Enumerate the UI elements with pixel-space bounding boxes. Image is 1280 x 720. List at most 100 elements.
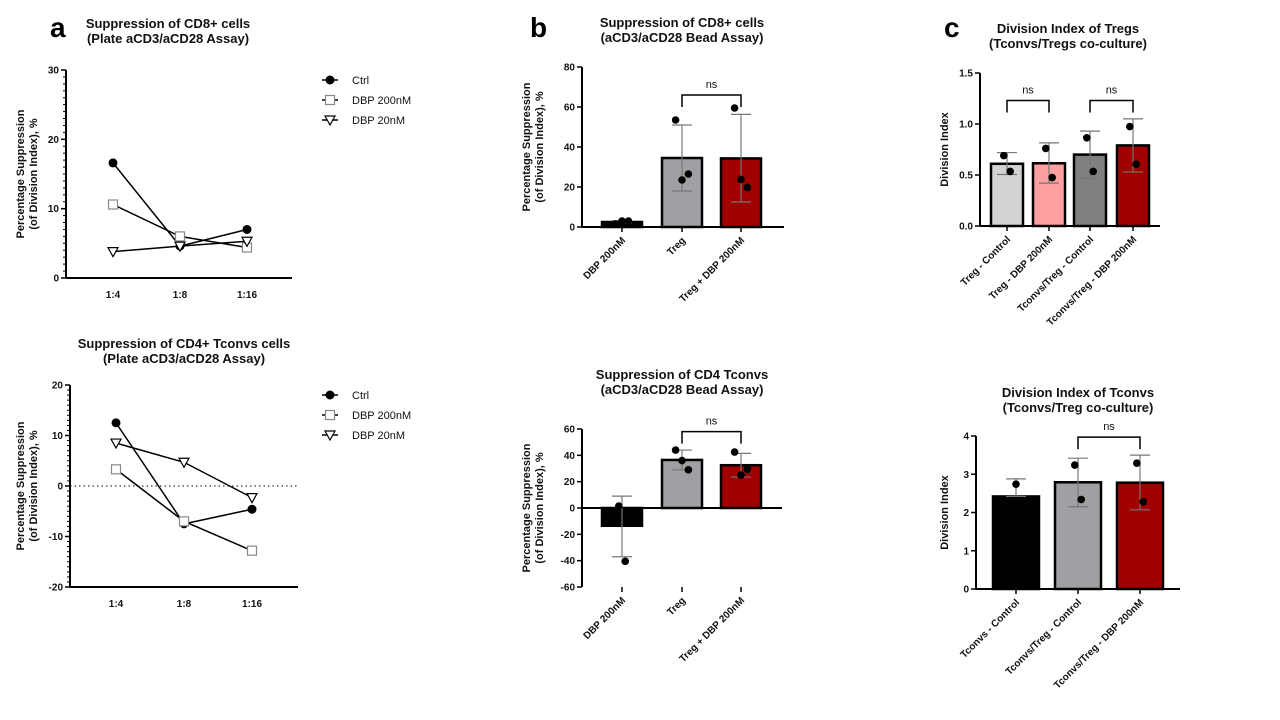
panel-letter-a: a (50, 12, 66, 43)
significance-label: ns (706, 79, 718, 91)
y-axis-label-line: Percentage Suppression (521, 443, 533, 572)
marker-dbp200 (174, 231, 186, 242)
significance-label: ns (1106, 85, 1118, 97)
legend-label: Ctrl (352, 390, 369, 402)
y-tick-label: 1.5 (959, 69, 973, 80)
data-point (671, 116, 680, 124)
significance-bracket (1089, 99, 1134, 113)
chart-title: (Plate aCD3/aCD28 Assay) (87, 31, 249, 46)
x-tick-label: Treg (665, 595, 688, 618)
y-tick-label: 4 (963, 432, 969, 443)
data-point (1006, 167, 1014, 176)
significance-label: ns (706, 416, 718, 428)
y-tick-label: 0 (963, 585, 969, 596)
bar-chart-c1: Division Index of Tregs(Tconvs/Tregs co-… (939, 21, 1160, 328)
y-axis-label-line: Percentage Suppression (521, 82, 533, 211)
data-point (1012, 480, 1020, 488)
y-tick-label: 0 (57, 482, 63, 493)
y-axis-label-line: Division Index (939, 111, 951, 186)
x-tick-label: Treg + DBP 200nM (678, 595, 748, 665)
line-chart-a1: Suppression of CD8+ cells(Plate aCD3/aCD… (15, 16, 411, 301)
data-point (743, 465, 752, 473)
y-tick-label: 0.0 (959, 222, 973, 233)
marker-dbp20 (323, 430, 337, 442)
marker-ctrl (247, 504, 257, 514)
panel-letter-b: b (530, 12, 547, 43)
y-axis-label: Percentage Suppression(of Division Index… (521, 443, 546, 572)
x-tick-label: DBP 200nM (582, 595, 629, 642)
y-tick-label: -20 (49, 583, 64, 594)
marker-ctrl (325, 390, 335, 400)
x-tick-label: Treg (665, 235, 688, 258)
y-tick-label: -20 (561, 530, 576, 541)
y-tick-label: 20 (52, 381, 64, 392)
marker-ctrl (325, 75, 335, 85)
y-tick-label: 10 (52, 431, 64, 442)
chart-title: (aCD3/aCD28 Bead Assay) (601, 382, 764, 397)
y-tick-label: 0 (53, 274, 59, 285)
bar-chart-b1: Suppression of CD8+ cells(aCD3/aCD28 Bea… (521, 15, 784, 305)
y-axis-label: Percentage Suppression(of Division Index… (521, 82, 546, 211)
y-tick-label: 40 (564, 143, 576, 154)
data-point (737, 471, 745, 479)
significance-label: ns (1022, 85, 1034, 97)
y-tick-label: 0 (569, 223, 575, 234)
y-tick-label: 3 (963, 470, 969, 481)
chart-title: (Plate aCD3/aCD28 Assay) (103, 351, 265, 366)
x-tick-label: 1:16 (242, 599, 262, 610)
x-tick-label: 1:4 (109, 599, 124, 610)
x-tick-label: Tconvs/Treg - DBP 200nM (1045, 234, 1139, 328)
chart-title: Suppression of CD8+ cells (600, 15, 764, 30)
significance-bracket (1077, 436, 1141, 450)
data-point (624, 217, 633, 225)
data-point (1089, 167, 1097, 176)
data-point (678, 176, 686, 184)
x-tick-label: 1:16 (237, 290, 257, 301)
chart-title: Suppression of CD8+ cells (86, 16, 250, 31)
y-tick-label: 10 (48, 204, 60, 215)
data-point (1000, 151, 1008, 160)
y-tick-label: 1.0 (959, 120, 973, 131)
y-tick-label: 2 (963, 508, 969, 519)
data-point (730, 104, 739, 112)
y-axis-label-line: Percentage Suppression (15, 421, 27, 550)
marker-dbp200 (107, 199, 119, 210)
y-axis-label-line: Division Index (939, 474, 951, 549)
data-point (1133, 459, 1141, 467)
data-point (678, 456, 686, 465)
legend-label: DBP 200nM (352, 95, 411, 107)
marker-dbp20 (173, 241, 187, 253)
y-axis-label-line: (of Division Index), % (28, 430, 40, 541)
data-point (730, 448, 739, 456)
y-tick-label: 20 (48, 135, 60, 146)
chart-title: (Tconvs/Treg co-culture) (1003, 400, 1154, 415)
marker-dbp200 (246, 545, 258, 556)
chart-title: Division Index of Tconvs (1002, 385, 1154, 400)
data-point (684, 170, 693, 178)
x-tick-label: 1:4 (106, 290, 121, 301)
bar-chart-b2: Suppression of CD4 Tconvs(aCD3/aCD28 Bea… (521, 367, 782, 665)
y-tick-label: 60 (564, 425, 576, 436)
data-point (1071, 461, 1079, 469)
x-tick-label: Tconvs/Treg - Control (1016, 234, 1096, 314)
chart-title: (Tconvs/Tregs co-culture) (989, 36, 1147, 51)
data-point (1042, 144, 1050, 153)
series-line (115, 442, 253, 499)
data-point (621, 557, 629, 566)
x-tick-label: DBP 200nM (582, 235, 629, 282)
marker-dbp20 (106, 247, 120, 258)
significance-bracket (681, 94, 742, 107)
data-point (684, 466, 693, 474)
panel-letter-c: c (944, 12, 960, 43)
y-axis-label-line: (of Division Index), % (534, 91, 546, 202)
data-point (671, 446, 680, 454)
data-point (1048, 173, 1056, 182)
data-point (743, 183, 752, 192)
marker-dbp200 (178, 516, 190, 527)
marker-dbp200 (324, 409, 336, 421)
marker-dbp20 (109, 438, 123, 450)
legend-label: Ctrl (352, 75, 369, 87)
data-point (615, 502, 623, 510)
y-tick-label: 40 (564, 451, 576, 462)
